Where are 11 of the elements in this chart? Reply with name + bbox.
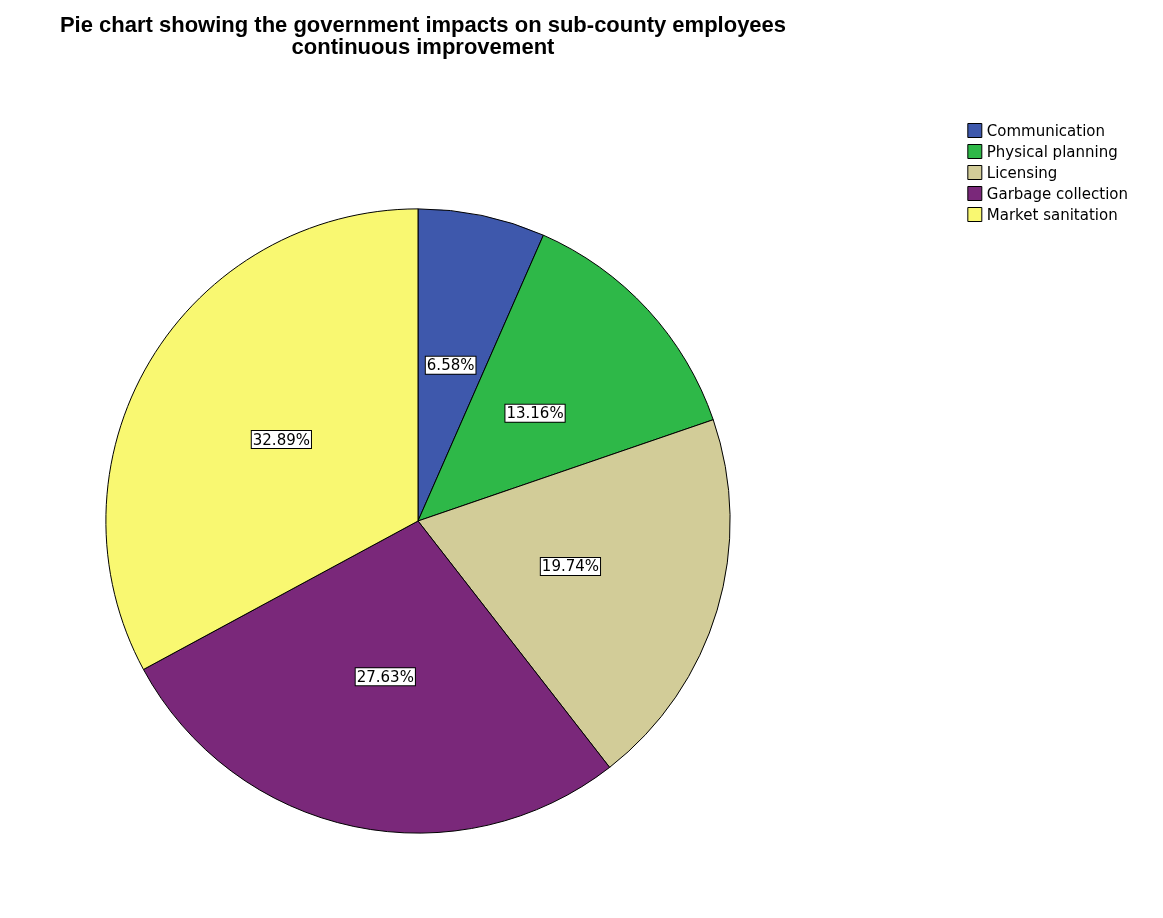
- data-label: 19.74%: [541, 557, 600, 576]
- data-label: 13.16%: [506, 404, 564, 423]
- data-label: 6.58%: [426, 356, 475, 375]
- legend-label: Physical planning: [986, 142, 1118, 161]
- data-label: 32.89%: [252, 430, 310, 449]
- legend-label: Communication: [986, 121, 1106, 140]
- legend-label: Garbage collection: [986, 184, 1129, 203]
- chart-title: Pie chart showing the government impacts on sub-county employees continuous improvement: [59, 11, 787, 59]
- legend-label: Market sanitation: [986, 205, 1118, 224]
- data-label: 27.63%: [356, 667, 414, 686]
- legend-label: Licensing: [986, 163, 1058, 182]
